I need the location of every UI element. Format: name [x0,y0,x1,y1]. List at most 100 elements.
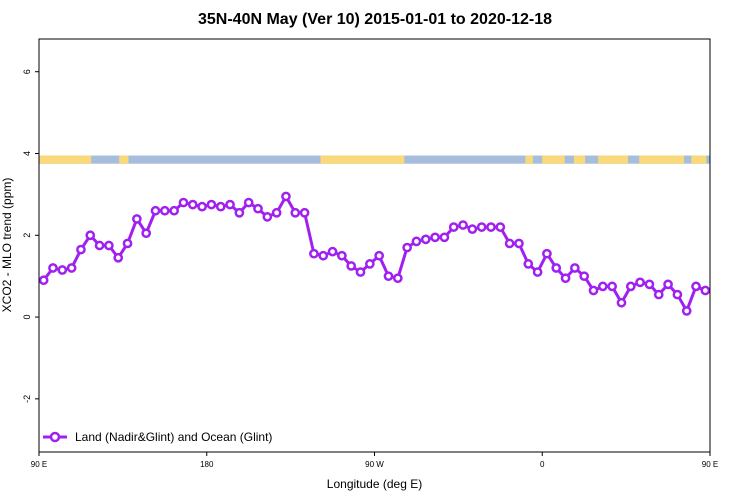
strip-land-segment [573,155,586,164]
data-point [281,191,291,202]
x-axis-label: Longitude (deg E) [327,477,422,491]
x-tick-label: 90 E [31,460,47,469]
data-point [514,238,524,249]
data-point [458,220,468,230]
data-point [253,203,263,214]
data-point [104,240,114,251]
x-tick-label: 0 [540,460,545,469]
data-point [616,297,627,308]
data-point [467,224,478,234]
y-axis-label: XCO2 - MLO trend (ppm) [0,178,14,313]
x-tick-label: 90 W [365,460,384,469]
series-line [42,194,706,313]
data-point [215,201,226,212]
chart-title: 35N-40N May (Ver 10) 2015-01-01 to 2020-… [198,11,552,28]
data-point [560,273,571,284]
data-point [504,238,515,249]
strip-land-segment [639,155,684,164]
data-point [76,244,86,255]
data-point [197,201,207,212]
data-point [486,222,496,232]
data-point [122,238,133,249]
land-ocean-strip [39,155,710,164]
data-point [159,205,170,216]
data-point [495,222,506,232]
data-point [681,306,692,316]
data-point [672,289,683,300]
data-point [635,277,645,288]
legend-entry-label: Land (Nadir&Glint) and Ocean (Glint) [75,430,272,444]
data-point [206,199,217,210]
data-point [625,281,636,292]
data-point [346,261,357,271]
data-point [318,250,329,261]
data-point [57,265,68,275]
data-point [271,207,282,218]
data-point [187,199,198,210]
data-point [178,197,189,208]
data-point [476,222,487,232]
data-point [588,285,599,296]
data-point [700,285,711,296]
data-point [225,199,235,210]
data-point [299,207,310,218]
data-point [653,289,664,300]
data-point [523,259,534,269]
data-point [48,263,58,273]
y-tick-label: 2 [22,233,32,238]
data-point [430,232,440,243]
x-tick-label: 90 E [702,460,718,469]
strip-land-segment [39,155,92,164]
series-points-group [38,191,711,316]
data-point [150,205,161,216]
data-point [607,281,617,292]
data-point [439,232,450,243]
data-point [644,279,655,290]
y-tick-label: 4 [22,151,32,156]
data-point [570,263,580,273]
y-tick-label: 6 [22,69,32,74]
strip-land-segment [525,155,533,164]
series-line-group [42,194,706,313]
data-point [392,273,403,284]
data-point [141,228,152,239]
data-point [551,263,562,273]
data-point [309,248,319,259]
data-point [355,267,366,277]
strip-land-segment [691,155,707,164]
data-point [532,267,543,277]
data-point [66,263,77,273]
data-point [290,207,301,218]
plot-frame [38,38,711,453]
strip-land-segment [598,155,628,164]
y-tick-label: -2 [22,395,32,403]
data-point [374,250,385,261]
data-point [38,275,49,286]
data-point [542,248,552,259]
data-point [243,197,254,208]
data-point [691,281,701,292]
x-axis: 90 E 180 90 W 0 90 E [31,452,718,469]
data-point [94,240,105,251]
data-point [579,271,590,282]
data-point [169,205,179,216]
strip-land-segment [119,155,129,164]
data-point [327,246,338,257]
data-point [402,242,412,253]
data-point [337,250,347,261]
data-point [85,230,96,241]
data-point [262,212,273,222]
data-point [663,279,673,290]
strip-land-segment [542,155,565,164]
x-tick-label: 180 [200,460,214,469]
data-point [113,252,124,263]
data-point [420,234,431,245]
data-point [234,207,245,218]
strip-land-segment [320,155,405,164]
data-point [132,214,142,224]
data-point [411,236,422,247]
data-point [448,222,459,232]
data-point [597,281,608,292]
data-point [364,259,375,269]
legend: Land (Nadir&Glint) and Ocean (Glint) [43,430,272,444]
